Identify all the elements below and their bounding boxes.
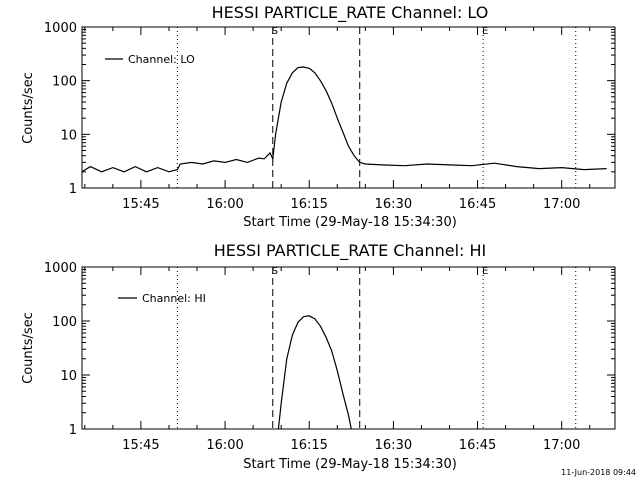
- x-tick-label: 17:00: [543, 438, 580, 453]
- y-tick-label: 1: [69, 182, 77, 197]
- y-tick-label: 1000: [44, 21, 77, 36]
- panel-lo-legend-label: Channel: LO: [128, 53, 195, 66]
- panel-lo-frame: [81, 26, 616, 189]
- panel-hi-legend-label: Channel: HI: [142, 292, 206, 305]
- y-tick-label: 10: [60, 128, 77, 143]
- y-tick-label: 100: [52, 75, 77, 90]
- x-tick-label: 16:00: [206, 197, 243, 212]
- y-tick-label: 10: [60, 369, 77, 384]
- panel-hi-xlabel: Start Time (29-May-18 15:34:30): [243, 457, 457, 472]
- marker-label: S: [272, 26, 278, 37]
- x-tick-label: 16:00: [206, 438, 243, 453]
- x-tick-label: 16:30: [375, 438, 412, 453]
- panel-hi-plot: 1 10 100 1000 15:45 16:00 16:15 16:30 16:45 17:00…: [44, 261, 616, 453]
- x-tick-label: 16:30: [375, 197, 412, 212]
- footer-timestamp: 11-Jun-2018 09:44: [561, 468, 636, 477]
- x-tick-label: 16:45: [459, 438, 496, 453]
- y-tick-label: 100: [52, 315, 77, 330]
- marker-label: E: [482, 266, 488, 277]
- series-line-hi: [277, 315, 352, 430]
- x-tick-label: 15:45: [122, 197, 159, 212]
- x-tick-label: 17:00: [543, 197, 580, 212]
- y-tick-label: 1: [69, 423, 77, 438]
- x-tick-label: 15:45: [122, 438, 159, 453]
- panel-hi-ylabel: Counts/sec: [21, 312, 36, 384]
- panel-lo-xlabel: Start Time (29-May-18 15:34:30): [243, 215, 457, 230]
- marker-label: S: [272, 266, 278, 277]
- panel-hi-title: HESSI PARTICLE_RATE Channel: HI: [214, 241, 487, 261]
- series-line-lo: [81, 66, 607, 173]
- panel-lo-title: HESSI PARTICLE_RATE Channel: LO: [212, 3, 489, 23]
- panel-lo-plot: 1 10 100 1000 15:45 16:00 16:15 16:30 16:45 17:00…: [44, 21, 616, 212]
- x-tick-label: 16:15: [290, 197, 327, 212]
- panel-hi-frame: [81, 266, 616, 430]
- panel-lo-ylabel: Counts/sec: [21, 72, 36, 144]
- y-tick-label: 1000: [44, 261, 77, 276]
- x-tick-label: 16:45: [459, 197, 496, 212]
- marker-label: E: [482, 26, 488, 37]
- x-tick-label: 16:15: [290, 438, 327, 453]
